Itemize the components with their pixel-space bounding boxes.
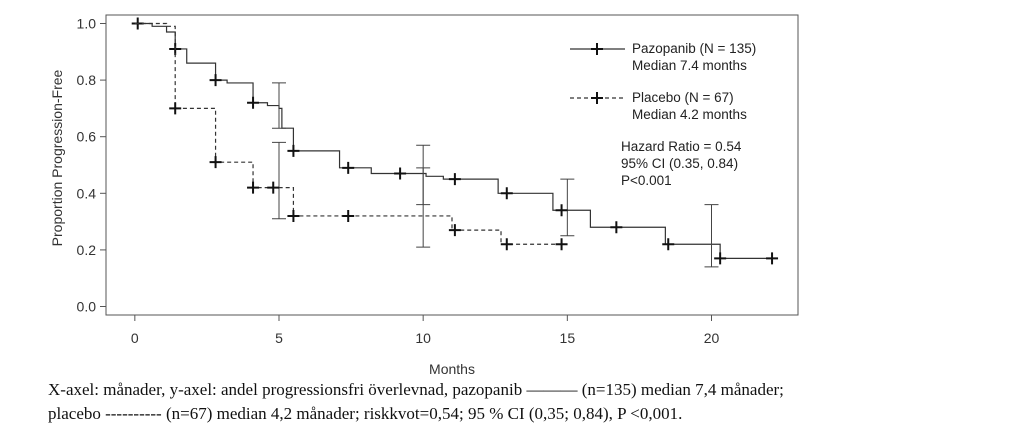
censor-mark-pazopanib [555,204,568,217]
kaplan-meier-chart: 0 5 10 15 20 0.0 0.2 0.4 0.6 0.8 1.0 Proportion Pr… [49,14,799,377]
censor-mark-pazopanib [610,221,623,234]
hazard-ratio-text: Hazard Ratio = 0.54 [621,139,742,154]
y-tick-label: 0.4 [77,185,97,201]
censor-mark-placebo [287,209,300,222]
km-curve-placebo [134,22,565,245]
ci-bar-pazopanib [704,204,719,268]
caption-line-2: placebo ---------- (n=67) median 4,2 mån… [48,404,683,423]
y-tick-label: 0.0 [77,299,97,315]
censor-mark-pazopanib [342,161,355,174]
legend-median-pazopanib: Median 7.4 months [632,58,747,73]
y-tick-label: 0.8 [77,72,97,88]
x-tick-label: 10 [415,330,431,346]
censor-mark-pazopanib [394,167,407,180]
legend-median-placebo: Median 4.2 months [632,107,747,122]
ci-bar-placebo [416,167,431,248]
censor-mark-pazopanib [766,252,779,265]
censor-mark-pazopanib [500,187,513,200]
caption-line-1: X-axel: månader, y-axel: andel progressi… [48,380,784,399]
censor-mark-pazopanib [247,96,260,109]
ci-bar-pazopanib [560,178,575,237]
legend-label-pazopanib: Pazopanib (N = 135) [632,41,756,56]
p-value-text: P<0.001 [621,173,672,188]
censor-mark-pazopanib [714,252,727,265]
x-tick-label: 20 [704,330,720,346]
censor-mark-pazopanib [662,238,675,251]
censor-mark-placebo [267,181,280,194]
x-axis-label: Months [429,361,475,377]
ci-bar-placebo [272,141,286,220]
censor-mark-pazopanib [287,144,300,157]
censor-mark-placebo [342,209,355,222]
legend: Pazopanib (N = 135) Median 7.4 months Pl… [570,41,756,188]
ci-bar-pazopanib [272,82,286,129]
ci-text: 95% CI (0.35, 0.84) [621,156,738,171]
censor-mark-placebo [247,181,260,194]
censor-mark-pazopanib [209,74,222,87]
censor-mark-placebo [500,238,513,251]
censor-mark-placebo [169,102,182,115]
x-tick-label: 0 [131,330,139,346]
censor-mark-placebo [555,238,568,251]
y-tick-label: 1.0 [77,15,97,31]
y-tick-label: 0.6 [77,129,97,145]
y-axis-label: Proportion Progression-Free [49,69,65,246]
y-tick-label: 0.2 [77,242,97,258]
legend-marker-placebo [591,92,603,104]
censor-mark-placebo [209,156,222,169]
legend-marker-pazopanib [591,43,603,55]
legend-label-placebo: Placebo (N = 67) [632,90,734,105]
censor-mark-placebo [448,224,461,237]
x-tick-label: 15 [560,330,576,346]
x-tick-label: 5 [275,330,283,346]
figure-caption: X-axel: månader, y-axel: andel progressi… [48,378,1008,426]
censor-mark-pazopanib [448,173,461,186]
plot-frame [105,14,799,316]
